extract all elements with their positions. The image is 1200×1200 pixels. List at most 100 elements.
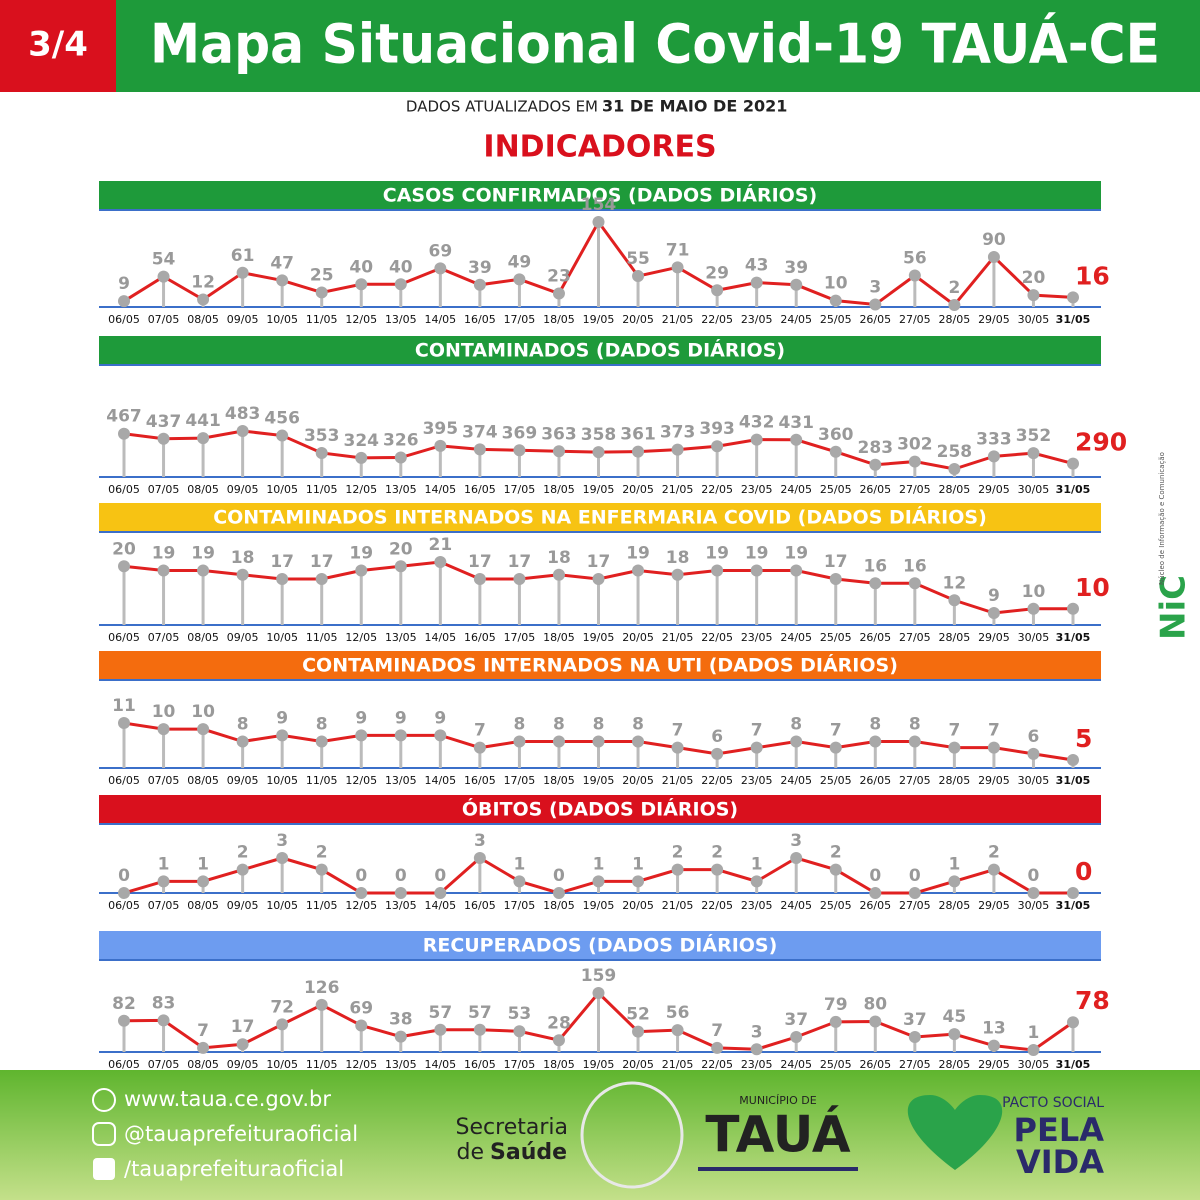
data-label: 432 xyxy=(739,413,775,433)
point xyxy=(1027,602,1040,615)
data-label: 43 xyxy=(745,256,769,276)
x-tick-label: 31/05 xyxy=(1056,899,1091,912)
point xyxy=(711,1041,724,1054)
logo-text: Núcleo de Informação e Comunicação xyxy=(1158,452,1166,585)
data-label: 10 xyxy=(152,702,176,722)
x-tick-label: 22/05 xyxy=(701,313,733,326)
data-label: 10 xyxy=(824,274,848,294)
x-tick-label: 23/05 xyxy=(741,1058,773,1071)
x-tick-label: 21/05 xyxy=(662,774,694,787)
x-tick-label: 21/05 xyxy=(662,631,694,644)
point xyxy=(948,875,961,888)
x-tick-label: 13/05 xyxy=(385,631,417,644)
data-label: 374 xyxy=(462,422,498,442)
x-tick-label: 20/05 xyxy=(622,1058,654,1071)
point xyxy=(118,717,130,729)
x-tick-label: 10/05 xyxy=(266,483,298,496)
point xyxy=(315,446,328,459)
x-tick-label: 30/05 xyxy=(1018,631,1050,644)
point xyxy=(1027,887,1040,899)
x-tick-label: 07/05 xyxy=(148,899,180,912)
point xyxy=(315,735,328,748)
data-label: 17 xyxy=(231,1017,255,1037)
data-label: 283 xyxy=(858,438,894,458)
data-label: 467 xyxy=(106,407,142,427)
data-label: 1 xyxy=(158,854,170,874)
point xyxy=(869,735,882,748)
data-label: 3 xyxy=(751,1022,763,1042)
point xyxy=(197,432,210,445)
point xyxy=(1027,1044,1040,1056)
x-tick-label: 09/05 xyxy=(227,483,259,496)
data-label: 5 xyxy=(1075,724,1092,753)
data-label: 2 xyxy=(948,278,960,298)
data-label: 19 xyxy=(745,544,769,564)
data-label: 25 xyxy=(310,265,334,285)
x-tick-label: 31/05 xyxy=(1056,774,1091,787)
point xyxy=(513,875,526,888)
point xyxy=(869,1015,882,1028)
data-label: 20 xyxy=(1022,268,1046,288)
x-tick-label: 13/05 xyxy=(385,1058,417,1071)
x-tick-label: 14/05 xyxy=(424,483,456,496)
point xyxy=(948,594,961,607)
point xyxy=(829,1015,842,1028)
data-label: 352 xyxy=(1016,426,1052,446)
point xyxy=(394,451,407,464)
point xyxy=(869,577,882,590)
data-label: 90 xyxy=(982,230,1006,250)
data-label: 47 xyxy=(270,253,294,273)
x-tick-label: 19/05 xyxy=(583,631,615,644)
data-label: 19 xyxy=(349,544,373,564)
x-tick-label: 27/05 xyxy=(899,1058,931,1071)
data-label: 83 xyxy=(152,993,176,1013)
point xyxy=(197,875,210,888)
chart-header xyxy=(99,181,1101,210)
data-label: 361 xyxy=(620,425,656,445)
x-tick-label: 24/05 xyxy=(780,899,812,912)
point xyxy=(552,735,565,748)
x-tick-label: 21/05 xyxy=(662,313,694,326)
point xyxy=(987,607,1000,619)
point xyxy=(987,741,1000,754)
data-label: 0 xyxy=(395,866,407,886)
x-tick-label: 11/05 xyxy=(306,631,338,644)
x-tick-label: 25/05 xyxy=(820,631,852,644)
data-label: 20 xyxy=(112,539,136,559)
point xyxy=(829,445,842,458)
data-label: 10 xyxy=(191,702,215,722)
x-tick-label: 19/05 xyxy=(583,483,615,496)
x-tick-label: 22/05 xyxy=(701,483,733,496)
data-label: 54 xyxy=(152,250,176,270)
point xyxy=(197,723,210,736)
point xyxy=(711,284,724,297)
point xyxy=(434,729,447,742)
point xyxy=(315,863,328,876)
x-tick-label: 27/05 xyxy=(899,899,931,912)
x-tick-label: 17/05 xyxy=(504,1058,536,1071)
x-tick-label: 24/05 xyxy=(780,631,812,644)
data-label: 1 xyxy=(632,854,644,874)
data-label: 10 xyxy=(1022,582,1046,602)
x-tick-label: 10/05 xyxy=(266,313,298,326)
point xyxy=(276,852,289,864)
heart-logo xyxy=(907,1095,1003,1170)
point xyxy=(790,278,803,291)
point xyxy=(829,294,842,307)
point xyxy=(711,863,724,876)
point xyxy=(711,564,724,577)
point xyxy=(632,564,645,577)
x-tick-label: 23/05 xyxy=(741,631,773,644)
point xyxy=(473,741,486,754)
x-tick-label: 07/05 xyxy=(148,631,180,644)
point xyxy=(118,887,130,899)
x-tick-label: 17/05 xyxy=(504,483,536,496)
data-label: 61 xyxy=(231,246,255,266)
data-label: 437 xyxy=(146,412,182,432)
data-label: 39 xyxy=(468,258,492,278)
data-label: 53 xyxy=(508,1004,532,1024)
data-label: 9 xyxy=(988,586,1000,606)
point xyxy=(355,887,368,899)
point xyxy=(315,998,328,1011)
